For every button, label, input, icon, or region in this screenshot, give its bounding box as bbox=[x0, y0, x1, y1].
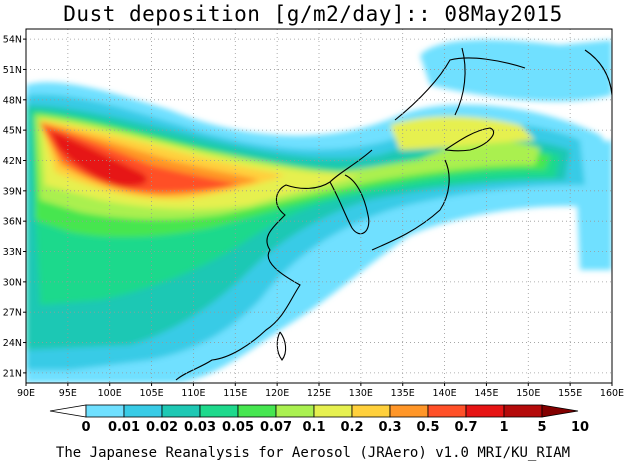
colorbar-label: 0.03 bbox=[184, 420, 216, 435]
lon-tick-label: 90E bbox=[17, 388, 35, 399]
lat-tick-label: 36N bbox=[3, 217, 22, 228]
colorbar-label: 0.7 bbox=[454, 420, 477, 435]
dust-band-0.2-ne bbox=[390, 116, 535, 150]
lon-tick-label: 105E bbox=[140, 388, 164, 399]
lon-tick-label: 145E bbox=[474, 388, 498, 399]
lon-tick-label: 150E bbox=[516, 388, 540, 399]
colorbar-label: 0.02 bbox=[146, 420, 178, 435]
lat-tick-label: 27N bbox=[3, 308, 22, 319]
colorbar-label: 0 bbox=[81, 420, 90, 435]
colorbar-swatch bbox=[85, 404, 125, 418]
colorbar-swatch bbox=[275, 404, 315, 418]
colorbar-label: 0.3 bbox=[378, 420, 401, 435]
footer-credit: The Japanese Reanalysis for Aerosol (JRA… bbox=[55, 445, 571, 461]
lon-tick-label: 100E bbox=[98, 388, 122, 399]
lon-tick-label: 110E bbox=[181, 388, 205, 399]
lon-tick-label: 130E bbox=[349, 388, 373, 399]
colorbar-swatch bbox=[427, 404, 467, 418]
lon-axis: 90E 95E 100E 105E 110E 115E 120E 125E 130E 135E 14… bbox=[17, 383, 624, 399]
colorbar-label: 0.5 bbox=[416, 420, 439, 435]
japan-honshu bbox=[371, 159, 450, 251]
colorbar-label: 0.05 bbox=[222, 420, 254, 435]
colorbar-swatch bbox=[161, 404, 201, 418]
colorbar-high-arrow bbox=[541, 404, 579, 418]
lat-tick-label: 30N bbox=[3, 277, 22, 288]
lon-tick-label: 95E bbox=[59, 388, 77, 399]
taiwan bbox=[276, 331, 287, 361]
colorbar-swatch bbox=[389, 404, 429, 418]
colorbar-swatch bbox=[313, 404, 353, 418]
lon-tick-label: 155E bbox=[558, 388, 582, 399]
colorbar-label: 1 bbox=[499, 420, 508, 435]
lat-tick-label: 51N bbox=[3, 65, 22, 76]
lat-tick-label: 24N bbox=[3, 338, 22, 349]
lon-tick-label: 125E bbox=[307, 388, 331, 399]
lat-axis: 54N 51N 48N 45N 42N 39N 36N 33N 30N 27N 24N 21N bbox=[3, 35, 26, 379]
colorbar-swatch bbox=[237, 404, 277, 418]
korea-coast bbox=[329, 174, 370, 235]
colorbar-label: 0.01 bbox=[108, 420, 140, 435]
map-title: Dust deposition [g/m2/day]:: 08May2015 bbox=[63, 2, 563, 26]
lon-tick-label: 120E bbox=[265, 388, 289, 399]
china-coast bbox=[175, 149, 373, 381]
dust-band-1 bbox=[50, 130, 148, 187]
lat-tick-label: 48N bbox=[3, 95, 22, 106]
colorbar-swatch bbox=[199, 404, 239, 418]
dust-band-0.01-ne bbox=[420, 39, 612, 102]
colorbar-label: 0.2 bbox=[340, 420, 363, 435]
colorbar-swatch bbox=[503, 404, 543, 418]
lat-tick-label: 21N bbox=[3, 368, 22, 379]
colorbar-label: 0.07 bbox=[260, 420, 292, 435]
lat-tick-label: 45N bbox=[3, 126, 22, 137]
colorbar-swatch bbox=[123, 404, 163, 418]
colorbar-label: 0.1 bbox=[302, 420, 325, 435]
kamchatka bbox=[584, 49, 612, 96]
colorbar: 0 0.01 0.02 0.03 0.05 0.07 0.1 0.2 0.3 0.5 0.7 1 5 10 bbox=[49, 404, 589, 435]
map-graticule bbox=[26, 29, 612, 383]
colorbar-low-arrow bbox=[49, 404, 87, 418]
lon-tick-label: 160E bbox=[600, 388, 624, 399]
lat-tick-label: 54N bbox=[3, 35, 22, 46]
japan-hokkaido bbox=[444, 127, 495, 152]
lon-tick-label: 140E bbox=[433, 388, 457, 399]
lat-tick-label: 39N bbox=[3, 186, 22, 197]
colorbar-label: 5 bbox=[537, 420, 546, 435]
colorbar-swatch bbox=[351, 404, 391, 418]
sakhalin bbox=[454, 47, 466, 116]
dust-band-0.01-e bbox=[575, 140, 612, 270]
okhotsk-coast bbox=[394, 57, 526, 121]
lat-tick-label: 33N bbox=[3, 247, 22, 258]
lat-tick-label: 42N bbox=[3, 156, 22, 167]
lon-tick-label: 115E bbox=[223, 388, 247, 399]
colorbar-swatch bbox=[465, 404, 505, 418]
dust-band-0.7 bbox=[40, 124, 240, 193]
coastlines bbox=[175, 47, 612, 381]
colorbar-label: 10 bbox=[571, 420, 589, 435]
lon-tick-label: 135E bbox=[391, 388, 415, 399]
